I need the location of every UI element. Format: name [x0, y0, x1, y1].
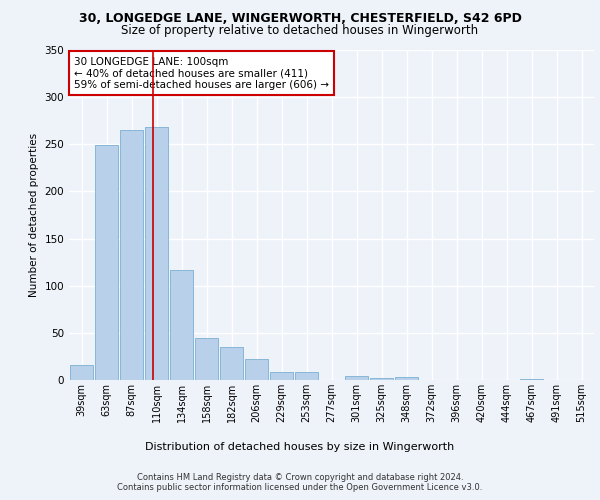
Bar	[345, 376, 368, 380]
Bar	[270, 372, 293, 380]
Bar	[120, 130, 143, 380]
Bar	[370, 378, 393, 380]
Bar	[295, 372, 318, 380]
Y-axis label: Number of detached properties: Number of detached properties	[29, 133, 39, 297]
Text: Size of property relative to detached houses in Wingerworth: Size of property relative to detached ho…	[121, 24, 479, 37]
Text: Contains HM Land Registry data © Crown copyright and database right 2024.: Contains HM Land Registry data © Crown c…	[137, 472, 463, 482]
Bar	[220, 347, 243, 380]
Text: 30 LONGEDGE LANE: 100sqm
← 40% of detached houses are smaller (411)
59% of semi-: 30 LONGEDGE LANE: 100sqm ← 40% of detach…	[74, 56, 329, 90]
Bar	[95, 145, 118, 380]
Bar	[145, 128, 168, 380]
Bar	[245, 360, 268, 380]
Bar	[70, 365, 93, 380]
Bar	[395, 377, 418, 380]
Bar	[170, 270, 193, 380]
Text: Distribution of detached houses by size in Wingerworth: Distribution of detached houses by size …	[145, 442, 455, 452]
Bar	[520, 379, 543, 380]
Text: Contains public sector information licensed under the Open Government Licence v3: Contains public sector information licen…	[118, 484, 482, 492]
Bar	[195, 338, 218, 380]
Text: 30, LONGEDGE LANE, WINGERWORTH, CHESTERFIELD, S42 6PD: 30, LONGEDGE LANE, WINGERWORTH, CHESTERF…	[79, 12, 521, 26]
